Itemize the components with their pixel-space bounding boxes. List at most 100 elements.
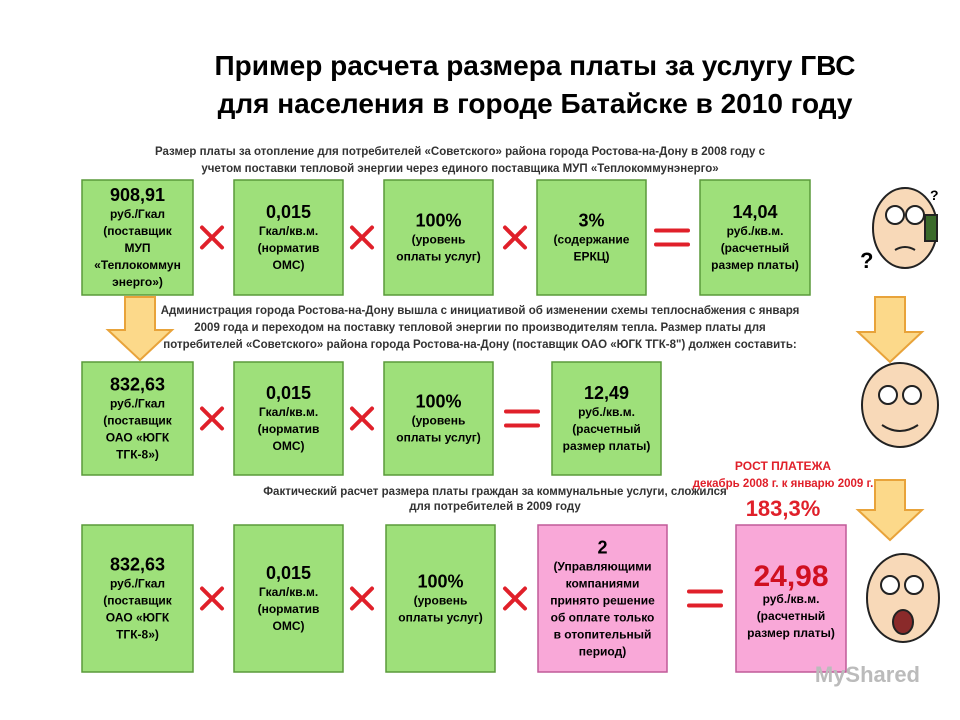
- box-text: об оплате только: [551, 611, 655, 625]
- box-text: руб./Гкал: [110, 397, 165, 411]
- multiply-sign: [503, 586, 527, 611]
- box-text: в отопительный: [554, 628, 652, 642]
- title: для населения в городе Батайске в 2010 г…: [218, 88, 853, 119]
- box-text: МУП: [124, 241, 150, 255]
- formula-box: [551, 361, 662, 476]
- box-text: (содержание: [554, 233, 630, 247]
- multiply-sign: [200, 586, 224, 611]
- formula-box: [735, 524, 847, 673]
- multiply-sign: [200, 225, 224, 250]
- box-text: ОАО «ЮГК: [106, 431, 170, 445]
- box-text: (норматив: [258, 602, 320, 616]
- box-text: оплаты услуг): [396, 250, 481, 264]
- box-text: руб./кв.м.: [727, 224, 784, 238]
- stroke: [503, 586, 527, 611]
- formula-box: [233, 361, 344, 476]
- box-text: размер платы): [563, 439, 651, 453]
- stroke: [350, 225, 374, 250]
- box-text: оплаты услуг): [396, 431, 481, 445]
- multiply-sign: [350, 225, 374, 250]
- box-text: Гкал/кв.м.: [259, 585, 318, 599]
- caption: для потребителей в 2009 году: [409, 501, 581, 513]
- box-text: период): [579, 645, 626, 659]
- stroke: [350, 406, 374, 431]
- box-value: 14,04: [732, 202, 777, 222]
- box-text: оплаты услуг): [398, 611, 483, 625]
- formula-box: [81, 361, 194, 476]
- formula-box: [81, 179, 194, 296]
- multiply-sign: [350, 406, 374, 431]
- stroke: [503, 225, 527, 250]
- caption: 2009 года и переходом на поставку теплов…: [194, 322, 765, 334]
- box-value: 3%: [578, 211, 604, 231]
- formula-box: [233, 524, 344, 673]
- caption: потребителей «Советского» района города …: [163, 339, 796, 351]
- box-text: компаниями: [566, 577, 640, 591]
- watermark: MyShared: [815, 662, 920, 687]
- formula-box: [383, 179, 494, 296]
- caption: Фактический расчет размера платы граждан…: [263, 486, 727, 498]
- box-value: 12,49: [584, 383, 629, 403]
- stroke: [200, 225, 224, 250]
- box-text: (Управляющими: [553, 560, 651, 574]
- box-text: ЕРКЦ): [573, 250, 609, 264]
- svg-text:?: ?: [930, 187, 939, 203]
- growth-label: РОСТ ПЛАТЕЖА: [735, 459, 832, 473]
- equals-sign: [687, 589, 723, 608]
- box-text: (поставщик: [103, 224, 173, 238]
- caption: учетом поставки тепловой энергии через е…: [201, 163, 718, 175]
- box-text: (поставщик: [103, 414, 173, 428]
- box-value: 0,015: [266, 383, 311, 403]
- box-text: (уровень: [412, 414, 466, 428]
- arrow: [105, 296, 925, 542]
- stroke: [200, 586, 224, 611]
- formula-box: [536, 179, 647, 296]
- formula-box: [81, 524, 194, 673]
- formula-box: [383, 361, 494, 476]
- caption: Размер платы за отопление для потребител…: [155, 146, 766, 158]
- equals-sign: [654, 228, 690, 247]
- box-text: руб./кв.м.: [578, 405, 635, 419]
- box-text: (уровень: [412, 233, 466, 247]
- growth-period: декабрь 2008 г. к январю 2009 г.: [693, 478, 874, 490]
- title: Пример расчета размера платы за услугу Г…: [215, 50, 856, 81]
- box-text: энерго»): [112, 275, 163, 289]
- box-text: «Теплокоммун: [94, 258, 181, 272]
- box-value: 832,63: [110, 555, 165, 575]
- stroke: [350, 586, 374, 611]
- box-value: 832,63: [110, 375, 165, 395]
- box-value: 2: [597, 538, 607, 558]
- box-text: ОМС): [273, 619, 305, 633]
- box-text: размер платы): [747, 626, 835, 640]
- multiply-sign: [503, 225, 527, 250]
- formula-box: [699, 179, 811, 296]
- box-text: (норматив: [258, 422, 320, 436]
- box-text: (расчетный: [572, 422, 641, 436]
- formula-box: [233, 179, 344, 296]
- box-text: Гкал/кв.м.: [259, 224, 318, 238]
- box-text: руб./Гкал: [110, 577, 165, 591]
- growth-value: 183,3%: [746, 496, 821, 521]
- box-text: ТГК-8»): [116, 448, 159, 462]
- box-text: ТГК-8»): [116, 628, 159, 642]
- box-value: 0,015: [266, 202, 311, 222]
- face-icon: ??: [860, 187, 940, 643]
- formula-box: [537, 524, 668, 673]
- box-value: 100%: [415, 211, 461, 231]
- box-text: (расчетный: [721, 241, 790, 255]
- content: Пример расчета размера платы за услугу Г…: [81, 50, 920, 687]
- box-text: (уровень: [414, 594, 468, 608]
- box-text: ОАО «ЮГК: [106, 611, 170, 625]
- box-value: 100%: [417, 572, 463, 592]
- multiply-sign: [350, 586, 374, 611]
- box-value: 0,015: [266, 563, 311, 583]
- box-text: руб./Гкал: [110, 207, 165, 221]
- multiply-sign: [200, 406, 224, 431]
- svg-text:?: ?: [860, 248, 873, 273]
- formula-box: [385, 524, 496, 673]
- box-value: 24,98: [753, 560, 828, 593]
- box-text: (поставщик: [103, 594, 173, 608]
- box-text: (расчетный: [757, 609, 826, 623]
- box-value: 908,91: [110, 185, 165, 205]
